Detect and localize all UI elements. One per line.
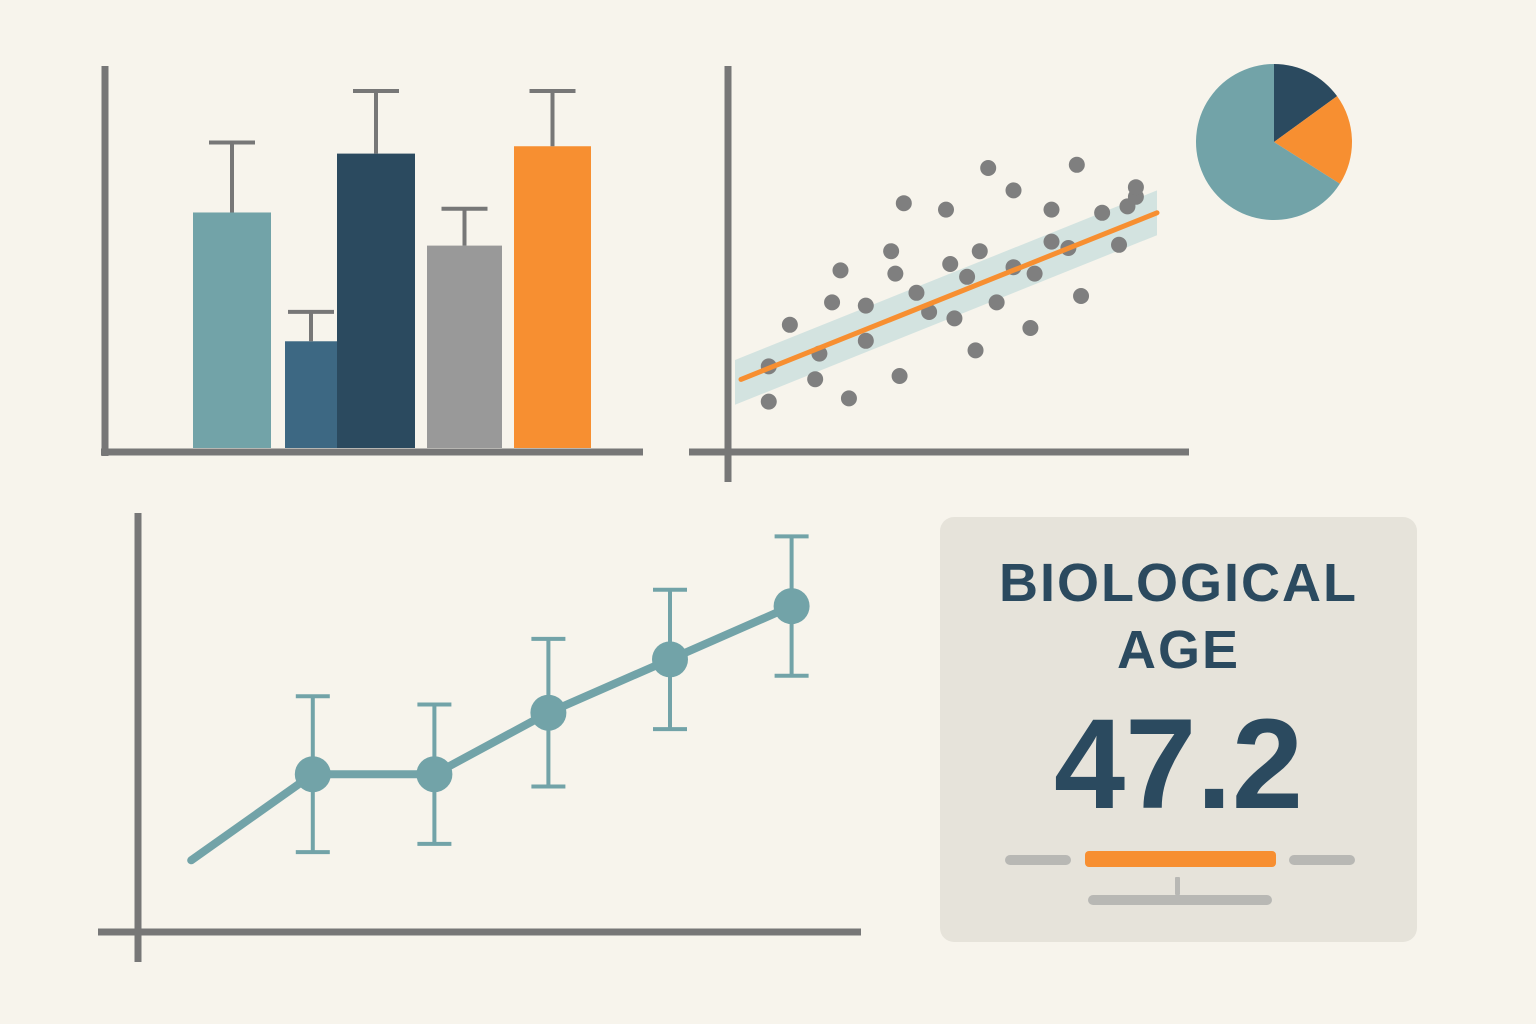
- line-chart: [98, 513, 861, 962]
- bar: [337, 153, 415, 448]
- data-point: [530, 694, 567, 731]
- biological-age-value: 47.2: [1053, 693, 1304, 836]
- series-line: [187, 602, 796, 865]
- trend-line: [738, 210, 1160, 382]
- bar-chart: [101, 66, 643, 456]
- data-point: [652, 641, 688, 678]
- scatter-point: [967, 342, 984, 359]
- scatter-point: [1111, 236, 1128, 253]
- scatter-point: [857, 297, 874, 314]
- data-point: [294, 756, 331, 793]
- scatter-point: [938, 201, 954, 218]
- scatter-point: [883, 243, 900, 260]
- scatter-point: [857, 332, 874, 349]
- pie-slice: [1196, 64, 1340, 221]
- scatter-point: [980, 160, 997, 176]
- scatter-point: [988, 294, 1005, 311]
- bar: [427, 245, 502, 448]
- scatter-point: [1043, 233, 1060, 250]
- scatter-point: [840, 390, 857, 407]
- scatter-point: [942, 256, 959, 272]
- scale-base: [1088, 895, 1272, 905]
- scatter-point: [760, 393, 777, 410]
- scatter-point: [1022, 320, 1039, 336]
- pie-slice: [1274, 96, 1352, 184]
- bar: [285, 341, 337, 448]
- scatter-point: [832, 262, 849, 279]
- bar: [193, 212, 271, 448]
- data-point: [416, 756, 453, 793]
- card-title-line1: BIOLOGICAL: [999, 553, 1358, 613]
- scatter-point: [1005, 182, 1022, 199]
- scale-bar-right: [1289, 855, 1355, 865]
- scatter-point: [971, 243, 988, 260]
- scatter-point: [895, 195, 912, 212]
- scale-bar-highlight: [1085, 851, 1276, 867]
- scatter-point: [1127, 179, 1144, 196]
- scatter-point: [1068, 156, 1085, 173]
- card-title-line2: AGE: [1116, 620, 1241, 680]
- scale-bar-left: [1005, 855, 1071, 865]
- scatter-point: [781, 316, 798, 333]
- bar: [514, 146, 591, 449]
- scatter-point: [807, 371, 824, 388]
- biological-age-card: BIOLOGICAL AGE 47.2: [940, 517, 1417, 942]
- scatter-point: [1026, 265, 1043, 282]
- pie-chart: [1196, 64, 1352, 221]
- scatter-point: [1094, 204, 1111, 221]
- scatter-point: [824, 294, 841, 311]
- pie-slice: [1274, 64, 1338, 142]
- scatter-point: [959, 268, 976, 285]
- data-point: [773, 588, 810, 625]
- scale-tick: [1175, 877, 1180, 895]
- scatter-point: [1073, 288, 1090, 304]
- scatter-point: [887, 265, 904, 282]
- scatter-point: [1043, 201, 1060, 218]
- scatter-point: [908, 284, 925, 301]
- scatter-chart: [689, 66, 1189, 482]
- scatter-point: [946, 310, 963, 327]
- scatter-point: [891, 368, 908, 384]
